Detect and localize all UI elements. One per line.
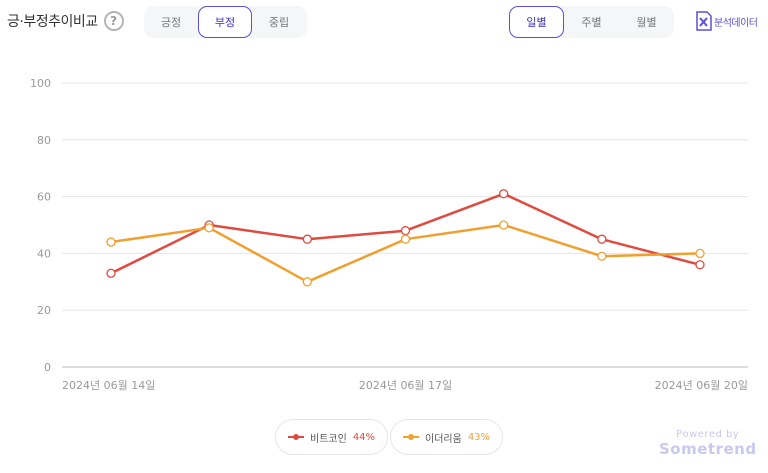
x-tick-label: 2024년 06월 20일: [655, 378, 748, 392]
legend-label: 비트코인: [310, 433, 347, 445]
y-tick-label: 80: [37, 134, 51, 147]
export-data-button[interactable]: 분석데이터: [696, 11, 758, 31]
tab-negative[interactable]: 부정: [198, 6, 252, 38]
data-point[interactable]: [597, 234, 607, 244]
tab-neutral[interactable]: 중립: [268, 16, 290, 29]
chart-header: 긍·부정추이비교 ?: [7, 11, 124, 31]
x-tick-label: 2024년 06월 14일: [62, 378, 155, 392]
data-point[interactable]: [597, 251, 607, 261]
chart-points: [106, 189, 705, 287]
legend-item-bitcoin[interactable]: 비트코인 44%: [275, 419, 389, 455]
tab-daily[interactable]: 일별: [509, 6, 564, 38]
powered-by-text: Powered by: [676, 429, 740, 440]
data-point[interactable]: [695, 248, 705, 259]
data-point[interactable]: [499, 220, 509, 230]
data-point[interactable]: [106, 268, 116, 278]
x-tick-label: 2024년 06월 17일: [359, 378, 452, 392]
data-point[interactable]: [302, 234, 312, 244]
legend-item-ethereum[interactable]: 이더리움 43%: [390, 419, 504, 455]
powered-by-logo: Powered by Sometrend: [659, 429, 757, 458]
x-axis-ticks: 2024년 06월 14일 2024년 06월 17일 2024년 06월 20일: [62, 378, 748, 392]
export-label: 분석데이터: [714, 17, 758, 29]
y-axis-ticks: 0 20 40 60 80 100: [30, 77, 51, 374]
legend-percent: 44%: [352, 431, 376, 443]
period-tabs: 일별 주별 월별: [509, 6, 674, 38]
legend-label: 이더리움: [425, 433, 462, 445]
legend-swatch: [288, 433, 304, 441]
tab-monthly[interactable]: 월별: [636, 16, 657, 29]
help-icon[interactable]: ?: [103, 11, 124, 31]
tab-positive[interactable]: 긍정: [160, 16, 182, 29]
data-point[interactable]: [204, 223, 214, 233]
sentiment-tabs: 긍정 부정 중립: [144, 6, 307, 38]
y-tick-label: 60: [37, 191, 51, 204]
legend-percent: 43%: [467, 431, 491, 443]
data-point[interactable]: [499, 189, 509, 199]
data-point[interactable]: [302, 277, 312, 287]
tab-weekly[interactable]: 주별: [581, 16, 602, 29]
y-tick-label: 20: [37, 304, 51, 317]
data-point[interactable]: [400, 234, 411, 244]
y-tick-label: 0: [44, 361, 51, 374]
sometrend-logo: Sometrend: [659, 440, 757, 458]
chart-grid: [62, 82, 748, 368]
y-tick-label: 100: [30, 77, 51, 90]
data-point[interactable]: [400, 226, 411, 236]
legend-swatch: [403, 433, 419, 441]
page-title: 긍·부정추이비교: [7, 14, 98, 30]
excel-icon: [696, 11, 712, 31]
data-point[interactable]: [106, 237, 116, 247]
data-point[interactable]: [695, 260, 705, 270]
y-tick-label: 40: [37, 247, 51, 260]
